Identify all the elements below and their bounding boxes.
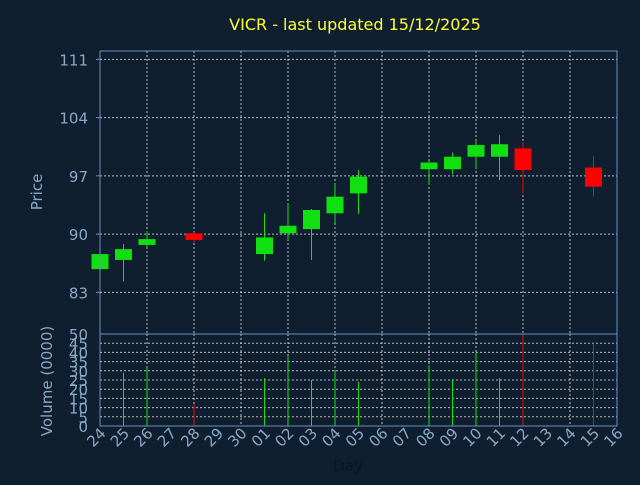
x-tick-label: 12: [506, 424, 532, 450]
x-tick-label: 29: [201, 424, 227, 450]
volume-tick-label: 15: [69, 390, 88, 408]
volume-tick-label: 50: [69, 326, 88, 344]
volume-tick-label: 35: [69, 354, 88, 372]
price-tick-label: 90: [69, 226, 88, 244]
candle-body: [350, 176, 367, 194]
candle-body: [279, 225, 297, 234]
x-tick-label: 10: [459, 424, 485, 450]
candle-body: [444, 156, 461, 170]
volume-tick-label: 45: [69, 335, 88, 353]
x-axis-label: Day: [333, 457, 363, 475]
volume-tick-label: 25: [69, 372, 88, 390]
x-tick-label: 11: [483, 424, 509, 450]
volume-tick-label: 20: [69, 381, 88, 399]
volume-tick-label: 10: [69, 400, 88, 418]
candle-body: [185, 233, 203, 240]
x-tick-label: 04: [318, 424, 344, 450]
x-tick-label: 08: [412, 424, 438, 450]
volume-tick-label: 0: [78, 418, 88, 436]
x-tick-label: 15: [577, 424, 603, 450]
x-tick-label: 13: [530, 424, 556, 450]
x-tick-label: 06: [365, 424, 391, 450]
volume-tick-label: 30: [69, 363, 88, 381]
candle-body: [467, 145, 485, 157]
candle-body: [420, 162, 438, 170]
candle-body: [303, 209, 320, 230]
candle-body: [138, 239, 156, 245]
candle-body: [514, 148, 532, 171]
price-tick-label: 83: [69, 284, 88, 302]
chart-title: VICR - last updated 15/12/2025: [229, 15, 481, 34]
x-tick-label: 02: [271, 424, 297, 450]
candles: [91, 135, 602, 282]
x-ticks: 2425262728293001020304050607080910111213…: [83, 424, 626, 450]
x-tick-label: 30: [224, 424, 250, 450]
x-tick-label: 01: [248, 424, 274, 450]
x-tick-label: 26: [130, 424, 156, 450]
candle-body: [115, 249, 132, 260]
x-tick-label: 09: [436, 424, 462, 450]
x-tick-label: 07: [389, 424, 415, 450]
x-tick-label: 28: [177, 424, 203, 450]
price-tick-label: 111: [59, 51, 88, 69]
volume-bars: [123, 334, 594, 426]
price-axis-label: Price: [28, 174, 46, 211]
x-tick-label: 14: [553, 424, 579, 450]
candle-body: [585, 167, 602, 187]
x-tick-label: 27: [154, 424, 180, 450]
x-tick-label: 03: [295, 424, 321, 450]
price-tick-label: 104: [59, 110, 88, 128]
price-tick-label: 97: [69, 168, 88, 186]
candle-body: [256, 237, 273, 255]
volume-tick-label: 40: [69, 344, 88, 362]
x-tick-label: 25: [107, 424, 133, 450]
price-y-ticks: 83 90 97 104 111: [59, 51, 100, 302]
volume-panel-frame: [99, 333, 618, 427]
x-tick-label: 16: [600, 424, 626, 450]
candle-body: [491, 144, 508, 157]
candle-body: [326, 196, 344, 214]
x-tick-label: 05: [342, 424, 368, 450]
volume-axis-label: Volume (0000): [38, 326, 56, 436]
volume-tick-label: 5: [78, 409, 88, 427]
